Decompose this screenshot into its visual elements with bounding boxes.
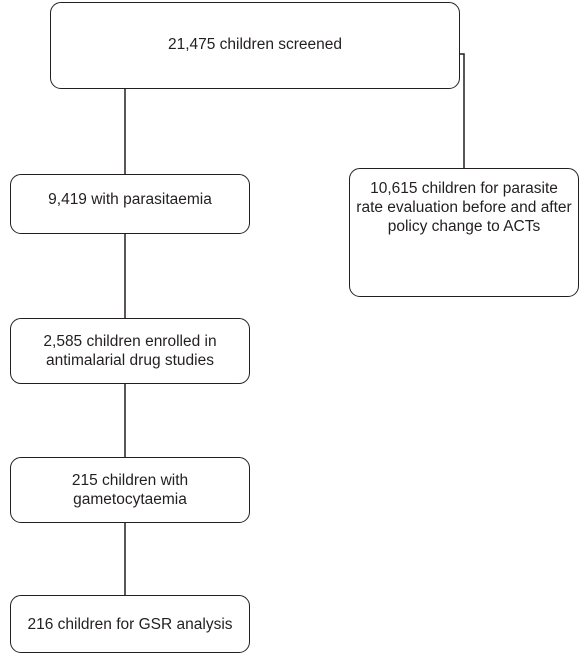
label-gsr-analysis: 216 children for GSR analysis: [27, 615, 233, 633]
box-enrolled-drug-studies: 2,585 children enrolled in antimalarial …: [10, 318, 250, 384]
box-parasite-rate-evaluation: 10,615 children for parasite rate evalua…: [349, 168, 579, 297]
label-parasitaemia: 9,419 with parasitaemia: [48, 191, 212, 208]
box-children-screened: 21,475 children screened: [50, 2, 460, 89]
box-gsr-analysis: 216 children for GSR analysis: [10, 595, 250, 653]
label-enrolled-drug-studies: 2,585 children enrolled in antimalarial …: [43, 333, 217, 369]
label-parasite-rate-evaluation: 10,615 children for parasite rate evalua…: [356, 180, 572, 235]
label-children-screened: 21,475 children screened: [167, 36, 343, 53]
box-gametocytaemia: 215 children with gametocytaemia: [10, 457, 250, 523]
connector-screened-to-policy: [460, 53, 465, 168]
label-gametocytaemia: 215 children with gametocytaemia: [71, 472, 189, 508]
box-parasitaemia: 9,419 with parasitaemia: [10, 174, 250, 234]
